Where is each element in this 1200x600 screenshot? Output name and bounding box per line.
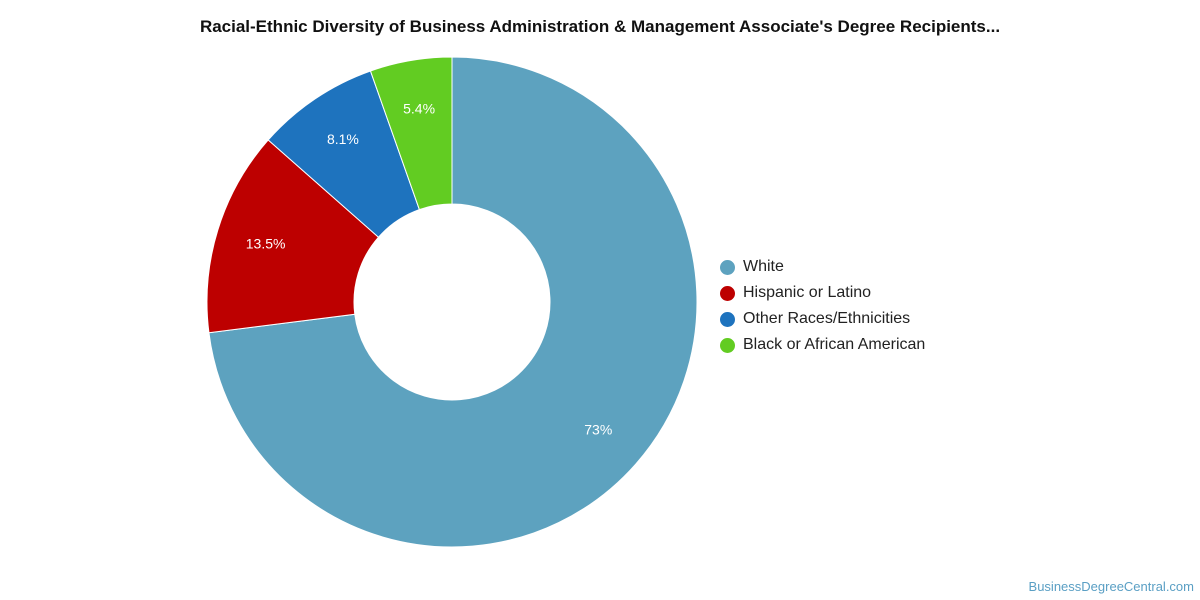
legend-swatch-white bbox=[720, 259, 735, 275]
watermark-link[interactable]: BusinessDegreeCentral.com bbox=[1028, 579, 1194, 594]
legend-label-black-or-african-american: Black or African American bbox=[743, 336, 926, 353]
slice-label-white: 73% bbox=[584, 422, 612, 438]
legend-swatch-black-or-african-american bbox=[720, 337, 735, 353]
legend-item-black-or-african-american[interactable]: Black or African American bbox=[720, 332, 925, 358]
slice-hispanic-or-latino[interactable] bbox=[206, 139, 380, 334]
legend-swatch-hispanic-or-latino bbox=[720, 285, 735, 301]
legend-item-hispanic-or-latino[interactable]: Hispanic or Latino bbox=[720, 280, 925, 306]
slice-label-other-races-ethnicities: 8.1% bbox=[327, 131, 359, 147]
legend-label-hispanic-or-latino: Hispanic or Latino bbox=[743, 284, 872, 301]
slice-white[interactable] bbox=[208, 56, 698, 548]
legend-label-white: White bbox=[743, 258, 784, 275]
slice-black-or-african-american[interactable] bbox=[369, 56, 453, 211]
legend: White Hispanic or Latino Other Races/Eth… bbox=[720, 254, 925, 358]
legend-item-other-races[interactable]: Other Races/Ethnicities bbox=[720, 306, 925, 332]
legend-item-white[interactable]: White bbox=[720, 254, 925, 280]
slice-label-hispanic-or-latino: 13.5% bbox=[246, 235, 286, 251]
legend-swatch-other-races bbox=[720, 311, 735, 327]
slice-label-black-or-african-american: 5.4% bbox=[403, 101, 435, 117]
chart-title: Racial-Ethnic Diversity of Business Admi… bbox=[199, 17, 1001, 36]
legend-label-other-races: Other Races/Ethnicities bbox=[743, 310, 911, 327]
